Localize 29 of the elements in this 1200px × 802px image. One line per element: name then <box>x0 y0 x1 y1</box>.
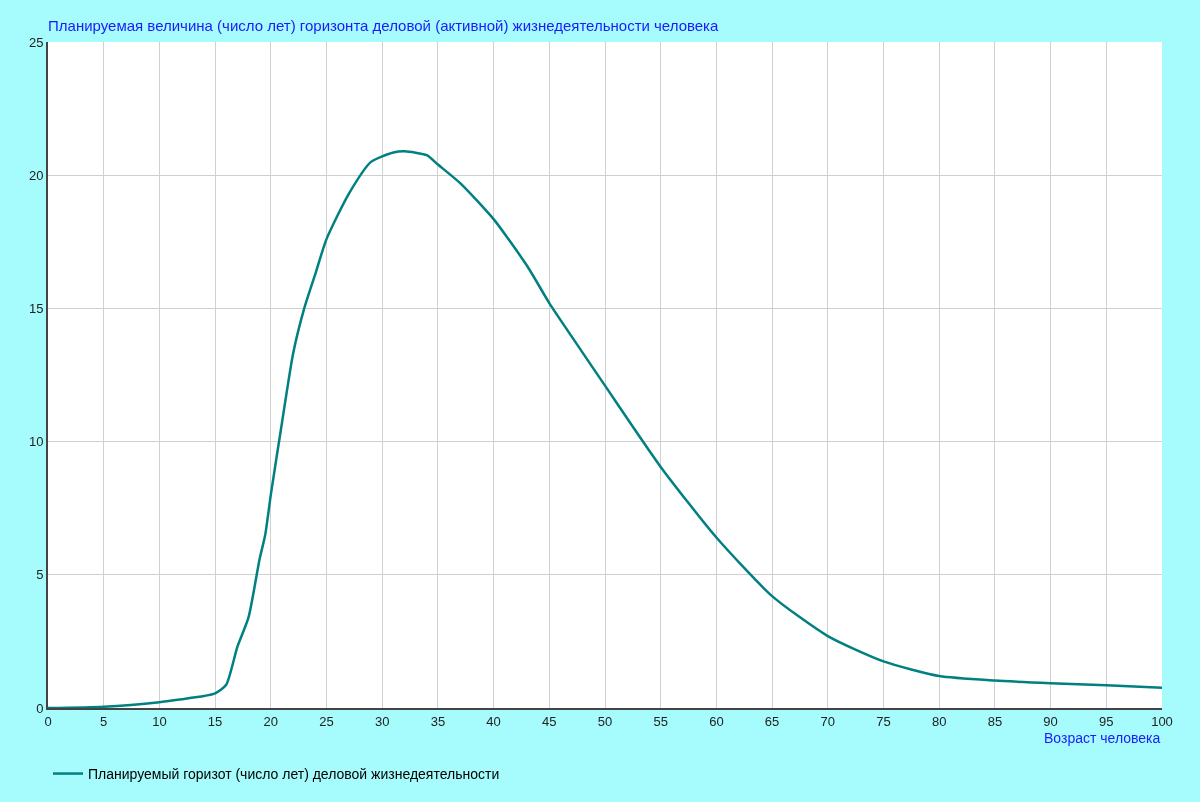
x-tick-label: 45 <box>542 713 557 729</box>
x-axis-title: Возраст человека <box>1044 730 1161 746</box>
x-tick-label: 95 <box>1099 713 1114 729</box>
y-tick-label: 5 <box>36 567 44 583</box>
x-tick-label: 65 <box>764 713 780 729</box>
x-tick-label: 25 <box>319 713 334 729</box>
x-tick-label: 30 <box>374 713 390 729</box>
x-tick-label: 80 <box>931 713 947 729</box>
x-tick-label: 75 <box>876 713 891 729</box>
x-tick-label: 35 <box>430 713 446 729</box>
x-tick-label: 20 <box>263 713 279 729</box>
x-tick-label: 40 <box>486 713 501 729</box>
y-tick-label: 10 <box>28 434 44 450</box>
x-tick-label: 5 <box>100 713 108 729</box>
y-tick-label: 25 <box>28 34 44 50</box>
x-tick-label: 10 <box>152 713 167 729</box>
x-tick-label: 55 <box>653 713 668 729</box>
x-tick-label: 100 <box>1151 713 1173 729</box>
y-tick-label: 15 <box>28 300 44 316</box>
x-tick-label: 15 <box>207 713 223 729</box>
y-tick-label: 20 <box>28 167 44 183</box>
chart-title: Планируемая величина (число лет) горизонта деловой (активной) жизнедеятельности человека <box>48 16 720 34</box>
x-tick-label: 70 <box>820 713 836 729</box>
x-tick-label: 90 <box>1043 713 1058 729</box>
legend-label: Планируемый горизот (число лет) деловой жизнедеятельности <box>88 766 500 783</box>
x-tick-label: 85 <box>987 713 1003 729</box>
y-tick-label: 0 <box>36 700 44 716</box>
x-tick-label: 60 <box>709 713 724 729</box>
x-tick-label: 50 <box>597 713 613 729</box>
